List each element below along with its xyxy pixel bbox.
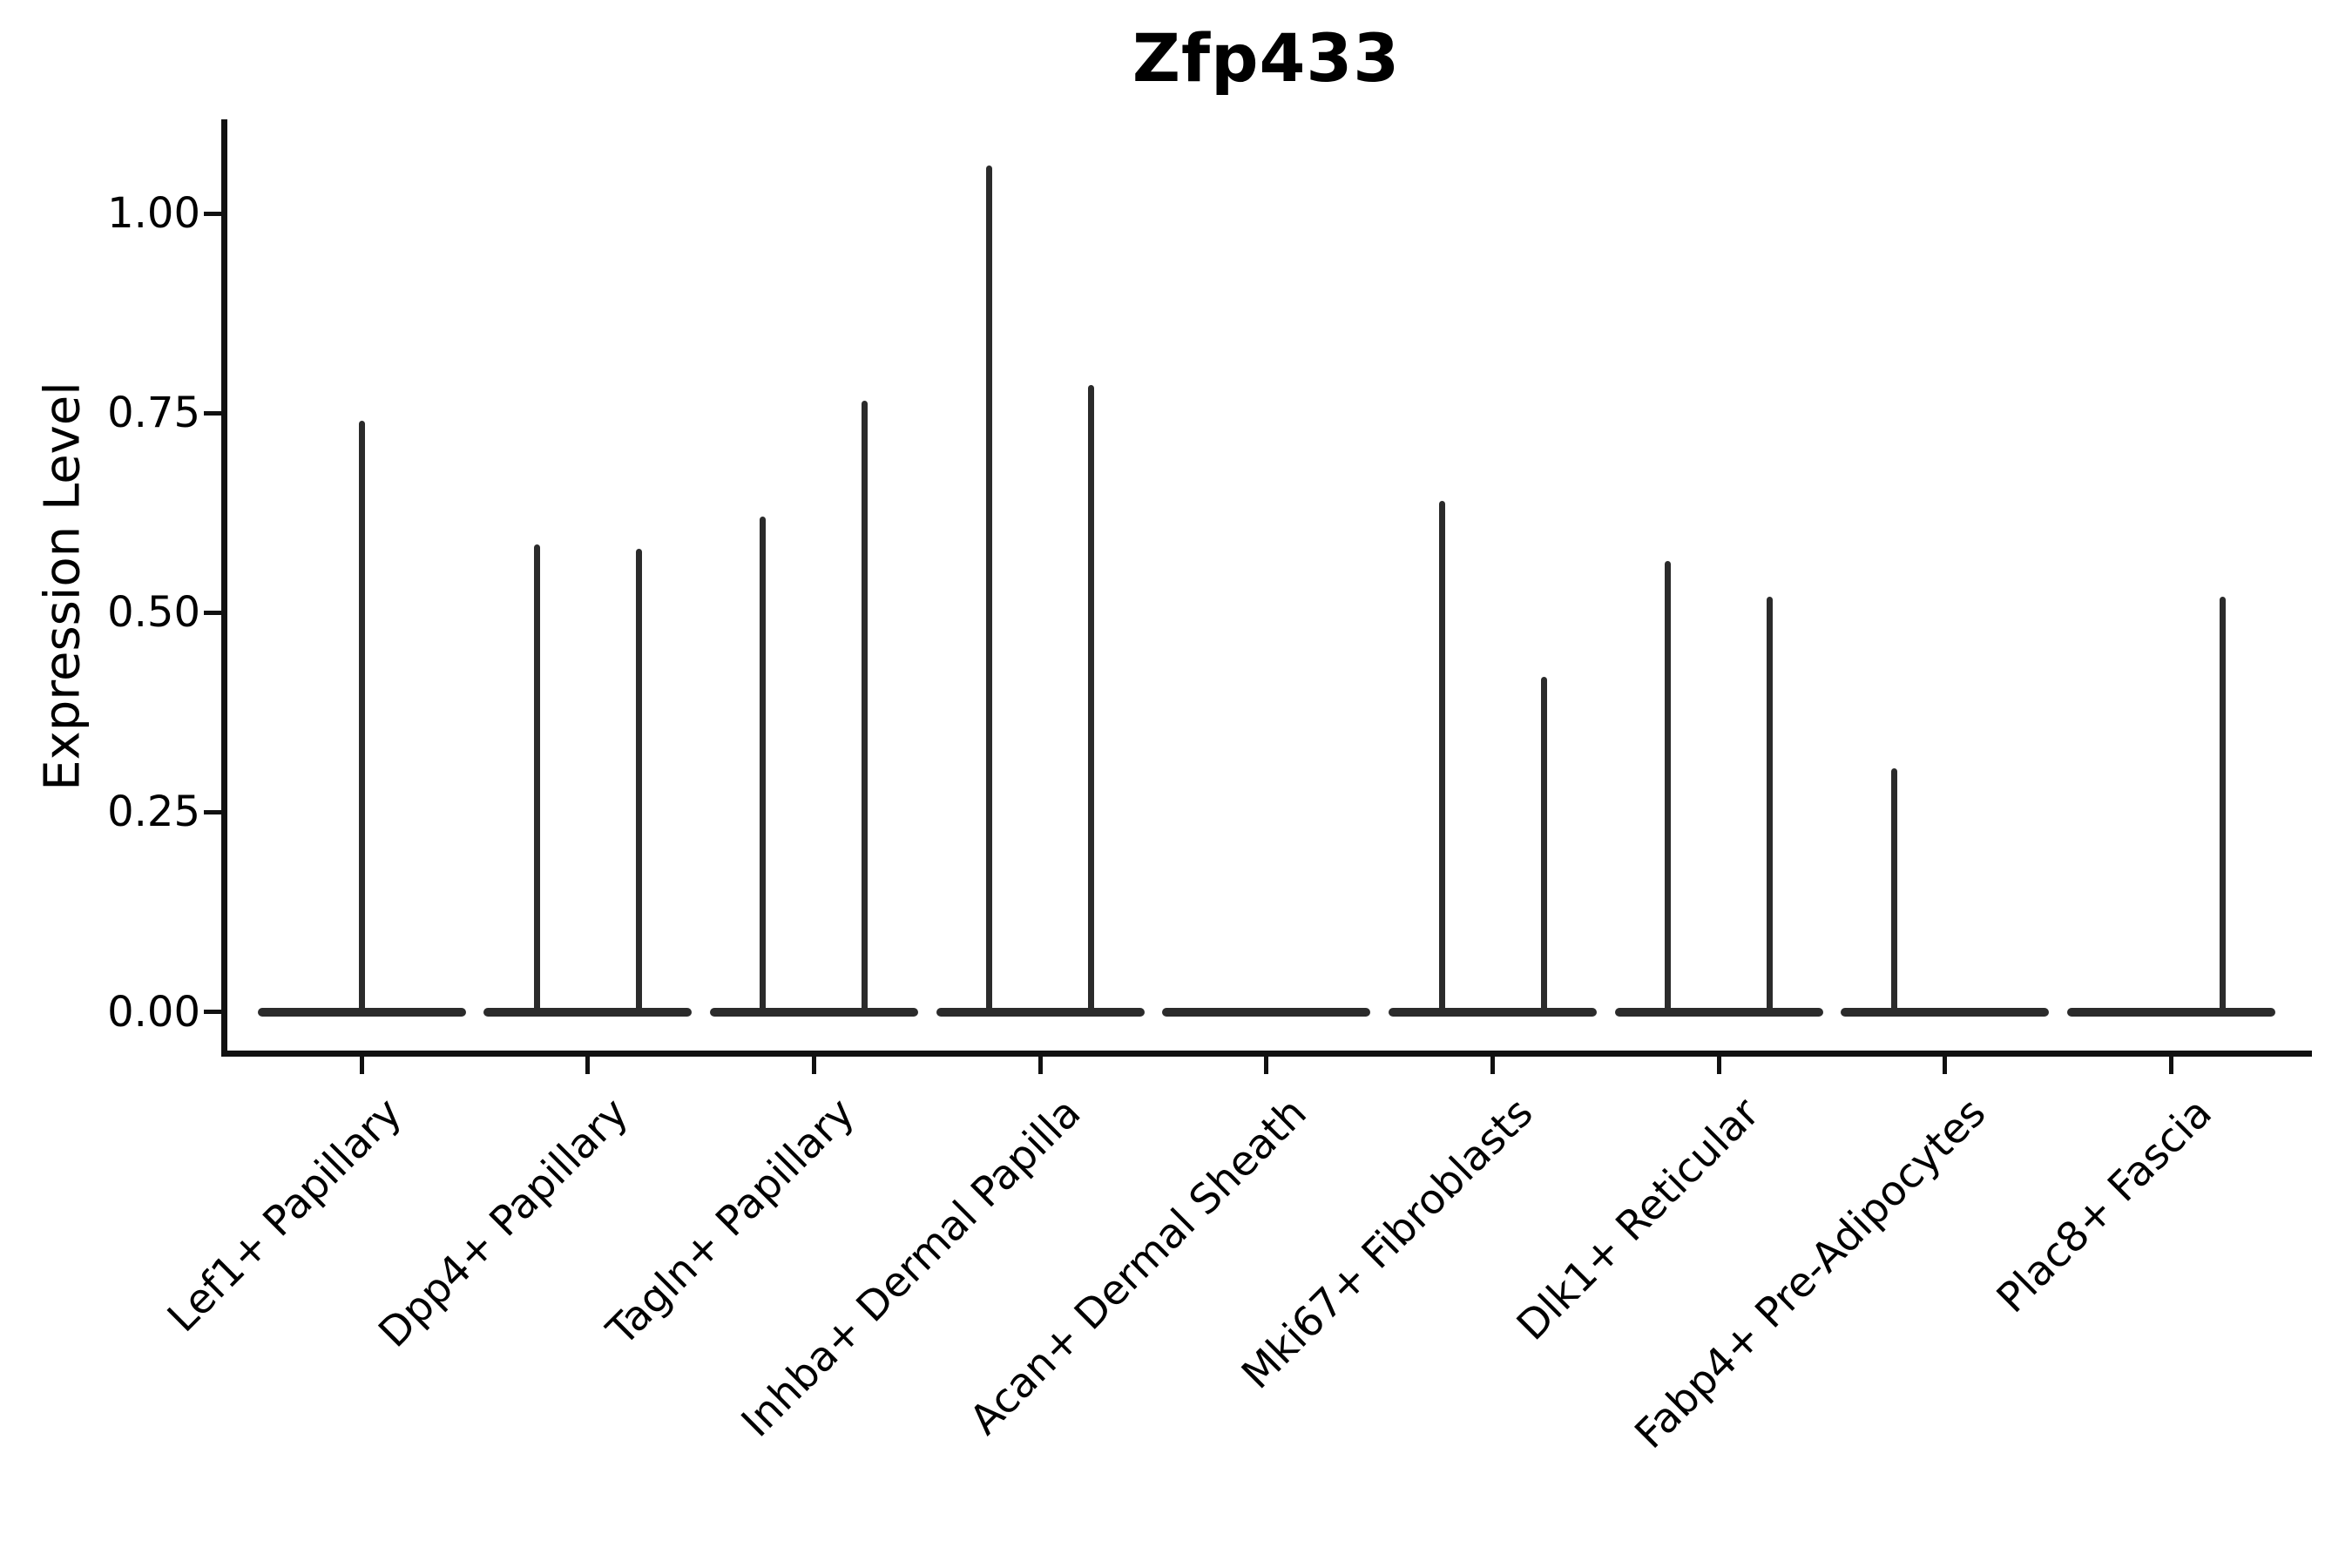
violin-body [1841, 1007, 2050, 1017]
x-tick-mark [1037, 1056, 1043, 1074]
x-tick-mark [1264, 1056, 1269, 1074]
violin-body [483, 1007, 693, 1017]
chart-title: Zfp433 [1132, 19, 1401, 97]
violin-spike [1438, 500, 1445, 1014]
x-tick-mark [585, 1056, 591, 1074]
x-tick-label: Tagln+ Papillary [598, 1089, 864, 1355]
violin-spike [2219, 596, 2226, 1014]
x-tick-label: Dpp4+ Papillary [368, 1089, 638, 1357]
violin-body [709, 1007, 918, 1017]
violin-body [1162, 1007, 1371, 1017]
x-axis-spine [220, 1050, 2312, 1057]
violin-body [1389, 1007, 1597, 1017]
violin-body [936, 1007, 1145, 1017]
x-tick-mark [2169, 1056, 2174, 1074]
y-tick-mark [203, 410, 221, 416]
x-tick-mark [1716, 1056, 1721, 1074]
violin-spike [986, 166, 993, 1014]
violin-spike [1890, 767, 1897, 1014]
x-tick-label: Plac8+ Fascia [1987, 1089, 2221, 1322]
y-tick-mark [203, 610, 221, 615]
violin-spike [760, 517, 767, 1014]
y-tick-label: 0.25 [107, 787, 200, 837]
violin-spike [635, 548, 642, 1014]
violin-body [2067, 1007, 2276, 1017]
y-tick-label: 1.00 [107, 189, 200, 238]
violin-spike [1540, 676, 1547, 1014]
y-tick-mark [203, 809, 221, 814]
violin-spike [533, 544, 540, 1014]
violin-spike [1767, 596, 1774, 1014]
y-tick-mark [203, 211, 221, 216]
x-tick-label: Dlk1+ Reticular [1507, 1089, 1769, 1350]
x-tick-mark [811, 1056, 816, 1074]
y-tick-label: 0.00 [107, 987, 200, 1037]
y-axis-spine [220, 119, 227, 1057]
violin-spike [1088, 385, 1095, 1014]
violin-spike [862, 401, 868, 1014]
x-tick-label: Lef1+ Papillary [158, 1089, 411, 1342]
y-tick-mark [203, 1010, 221, 1014]
x-tick-mark [1943, 1056, 1948, 1074]
violin-spike [358, 421, 365, 1014]
y-tick-label: 0.50 [107, 588, 200, 638]
y-tick-label: 0.75 [107, 389, 200, 438]
x-tick-mark [1490, 1056, 1495, 1074]
violin-body [1614, 1007, 1823, 1017]
x-tick-mark [359, 1056, 364, 1074]
violin-spike [1665, 560, 1672, 1014]
